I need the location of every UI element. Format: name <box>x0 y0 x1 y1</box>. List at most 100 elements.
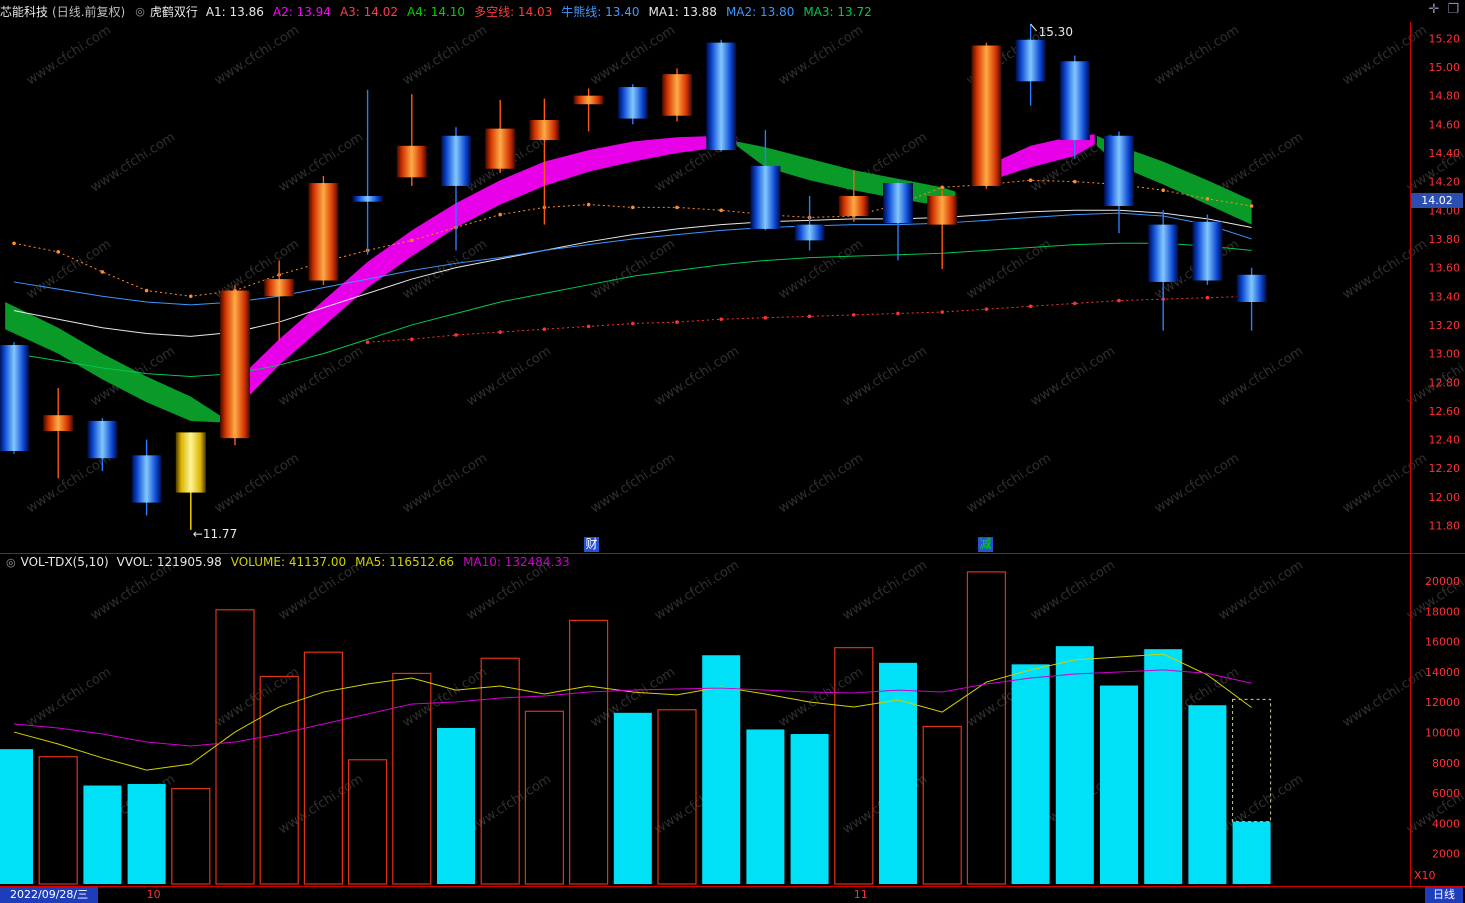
svg-text:www.cfchi.com: www.cfchi.com <box>24 237 114 303</box>
svg-text:12.80: 12.80 <box>1429 376 1461 389</box>
indicator-dot-icon[interactable]: ◎ <box>135 4 145 18</box>
svg-text:8000: 8000 <box>1432 757 1460 770</box>
svg-text:www.cfchi.com: www.cfchi.com <box>588 237 678 303</box>
indicator-field: MA3: 13.72 <box>803 4 872 19</box>
svg-text:www.cfchi.com: www.cfchi.com <box>652 344 742 410</box>
svg-text:www.cfchi.com: www.cfchi.com <box>212 665 302 731</box>
indicator-field: 多空线: 14.03 <box>474 4 553 19</box>
svg-text:www.cfchi.com: www.cfchi.com <box>88 130 178 196</box>
month-marker: 11 <box>853 888 868 901</box>
indicator-field: MA5: 116512.66 <box>355 555 455 569</box>
svg-text:13.40: 13.40 <box>1429 290 1461 303</box>
indicator-field: MA10: 132484.33 <box>463 555 570 569</box>
svg-text:www.cfchi.com: www.cfchi.com <box>400 451 490 517</box>
month-marker: 10 <box>146 888 161 901</box>
svg-text:www.cfchi.com: www.cfchi.com <box>840 558 930 624</box>
svg-text:www.cfchi.com: www.cfchi.com <box>1216 344 1306 410</box>
svg-text:www.cfchi.com: www.cfchi.com <box>776 665 866 731</box>
svg-text:www.cfchi.com: www.cfchi.com <box>1028 558 1118 624</box>
svg-text:12000: 12000 <box>1425 696 1460 709</box>
svg-text:www.cfchi.com: www.cfchi.com <box>400 665 490 731</box>
main-indicator-name[interactable]: 虎鹤双行 <box>149 4 198 19</box>
svg-text:12.60: 12.60 <box>1429 405 1461 418</box>
svg-text:www.cfchi.com: www.cfchi.com <box>1216 558 1306 624</box>
svg-text:15.20: 15.20 <box>1429 32 1461 45</box>
svg-text:www.cfchi.com: www.cfchi.com <box>24 665 114 731</box>
info-mine-cai[interactable]: 财 <box>584 537 599 552</box>
status-bar: 2022/09/28/三 日线 10 11 <box>0 887 1465 903</box>
current-price-badge: 14.02 <box>1411 193 1463 208</box>
svg-text:www.cfchi.com: www.cfchi.com <box>212 23 302 89</box>
svg-text:www.cfchi.com: www.cfchi.com <box>1340 237 1430 303</box>
svg-text:www.cfchi.com: www.cfchi.com <box>1340 665 1430 731</box>
svg-text:12.00: 12.00 <box>1429 491 1461 504</box>
svg-text:www.cfchi.com: www.cfchi.com <box>776 237 866 303</box>
svg-text:12.20: 12.20 <box>1429 462 1461 475</box>
volume-indicator-name[interactable]: VOL-TDX(5,10) <box>20 555 109 569</box>
svg-text:www.cfchi.com: www.cfchi.com <box>964 451 1054 517</box>
svg-text:www.cfchi.com: www.cfchi.com <box>1152 451 1242 517</box>
indicator-field: A2: 13.94 <box>272 4 331 19</box>
volume-header: ◎ VOL-TDX(5,10) VVOL: 121905.98 VOLUME: 4… <box>6 555 579 569</box>
chart-period-label: (日线.前复权) <box>52 4 126 19</box>
svg-text:2000: 2000 <box>1432 848 1460 861</box>
indicator-field: MA1: 13.88 <box>648 4 717 19</box>
svg-text:13.20: 13.20 <box>1429 319 1461 332</box>
main-indicator-values: A1: 13.86 A2: 13.94 A3: 14.02 A4: 14.10 多空线:… <box>206 3 881 20</box>
compass-icon[interactable]: ✛ <box>1428 2 1440 17</box>
volume-indicator-values: VVOL: 121905.98 VOLUME: 41137.00 MA5: 1165… <box>117 555 579 569</box>
svg-text:www.cfchi.com: www.cfchi.com <box>1340 451 1430 517</box>
svg-text:4000: 4000 <box>1432 817 1460 830</box>
svg-text:13.80: 13.80 <box>1429 233 1461 246</box>
indicator-dot-icon[interactable]: ◎ <box>6 555 16 569</box>
main-header: 芯能科技 (日线.前复权) ◎ 虎鹤双行 A1: 13.86 A2: 13.94 A… <box>0 0 1465 22</box>
svg-text:14000: 14000 <box>1425 666 1460 679</box>
indicator-field: A1: 13.86 <box>205 4 264 19</box>
panel-layout-icon[interactable]: ❐ <box>1447 2 1459 17</box>
svg-text:www.cfchi.com: www.cfchi.com <box>776 451 866 517</box>
svg-text:www.cfchi.com: www.cfchi.com <box>588 451 678 517</box>
svg-text:www.cfchi.com: www.cfchi.com <box>840 344 930 410</box>
svg-text:11.80: 11.80 <box>1429 520 1461 533</box>
svg-text:www.cfchi.com: www.cfchi.com <box>400 23 490 89</box>
stock-name[interactable]: 芯能科技 <box>0 4 49 19</box>
svg-text:www.cfchi.com: www.cfchi.com <box>464 344 554 410</box>
svg-text:←11.77: ←11.77 <box>193 527 237 541</box>
svg-text:www.cfchi.com: www.cfchi.com <box>24 23 114 89</box>
svg-text:www.cfchi.com: www.cfchi.com <box>652 558 742 624</box>
svg-text:10000: 10000 <box>1425 727 1460 740</box>
svg-text:15.30: 15.30 <box>1039 25 1073 39</box>
indicator-field: VVOL: 121905.98 <box>116 555 222 569</box>
svg-text:www.cfchi.com: www.cfchi.com <box>212 451 302 517</box>
svg-text:www.cfchi.com: www.cfchi.com <box>1028 344 1118 410</box>
svg-text:14.80: 14.80 <box>1429 90 1461 103</box>
indicator-field: A3: 14.02 <box>339 4 399 19</box>
svg-text:www.cfchi.com: www.cfchi.com <box>1152 23 1242 89</box>
svg-text:14.40: 14.40 <box>1429 147 1461 160</box>
indicator-field: VOLUME: 41137.00 <box>230 555 347 569</box>
svg-text:12.40: 12.40 <box>1429 434 1461 447</box>
indicator-field: MA2: 13.80 <box>725 4 795 19</box>
svg-text:www.cfchi.com: www.cfchi.com <box>1216 130 1306 196</box>
indicator-field: 牛熊线: 13.40 <box>561 4 640 19</box>
info-mine-jian[interactable]: 减 <box>978 537 993 552</box>
svg-text:15.00: 15.00 <box>1429 61 1461 74</box>
period-switch-button[interactable]: 日线 <box>1425 887 1463 903</box>
svg-text:18000: 18000 <box>1425 605 1460 618</box>
svg-text:14.20: 14.20 <box>1429 176 1461 189</box>
cursor-date: 2022/09/28/三 <box>0 887 99 903</box>
svg-text:16000: 16000 <box>1425 636 1460 649</box>
svg-text:13.00: 13.00 <box>1429 348 1461 361</box>
svg-text:13.60: 13.60 <box>1429 262 1461 275</box>
svg-text:www.cfchi.com: www.cfchi.com <box>776 23 866 89</box>
indicator-field: A4: 14.10 <box>407 4 466 19</box>
svg-text:20000: 20000 <box>1425 575 1460 588</box>
svg-text:14.60: 14.60 <box>1429 118 1461 131</box>
svg-text:www.cfchi.com: www.cfchi.com <box>24 451 114 517</box>
svg-text:www.cfchi.com: www.cfchi.com <box>1340 23 1430 89</box>
svg-text:6000: 6000 <box>1432 787 1460 800</box>
svg-text:www.cfchi.com: www.cfchi.com <box>276 772 366 838</box>
svg-text:www.cfchi.com: www.cfchi.com <box>464 772 554 838</box>
